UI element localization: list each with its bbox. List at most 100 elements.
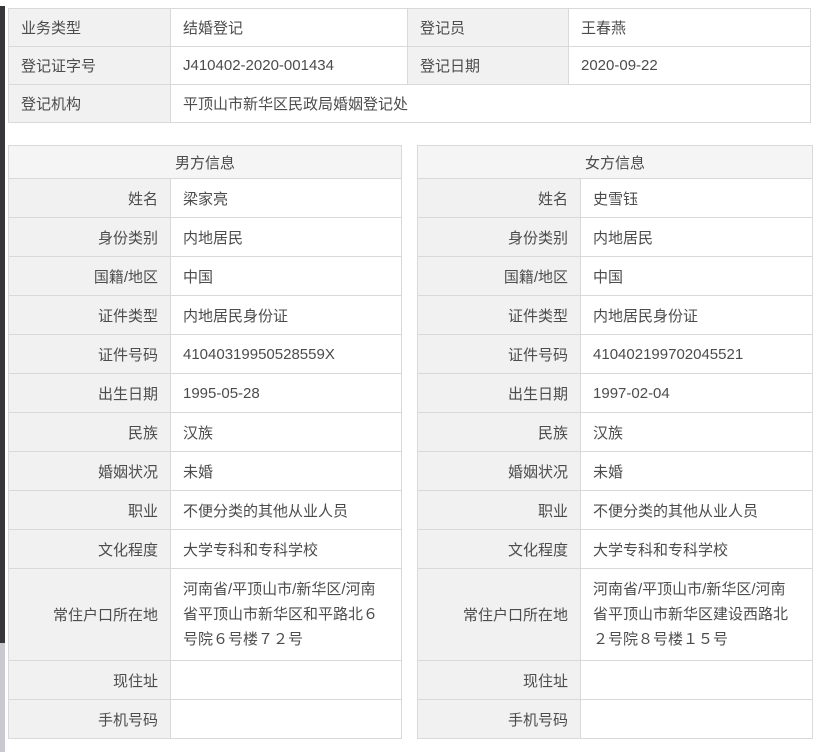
occupation-label: 职业: [417, 490, 582, 530]
birth-date-label: 出生日期: [8, 373, 171, 413]
marital-status-label: 婚姻状况: [8, 451, 171, 491]
id-type-label: 证件类型: [8, 295, 171, 335]
identity-category-label: 身份类别: [417, 217, 582, 257]
education-value: 大学专科和专科学校: [580, 529, 814, 569]
id-number-value: 41040319950528559X: [169, 334, 403, 374]
table-row: 职业 不便分类的其他从业人员: [8, 490, 403, 530]
table-row: 民族 汉族: [417, 412, 814, 452]
business-type-value: 结婚登记: [170, 8, 408, 47]
identity-category-value: 内地居民: [580, 217, 814, 257]
birth-date-value: 1995-05-28: [169, 373, 403, 413]
table-row: 女方信息: [417, 145, 814, 179]
education-value: 大学专科和专科学校: [169, 529, 403, 569]
education-label: 文化程度: [8, 529, 171, 569]
marital-status-label: 婚姻状况: [417, 451, 582, 491]
registration-record-page: 业务类型 结婚登记 登记员 王春燕 登记证字号 J410402-2020-001…: [7, 8, 814, 739]
household-address-value: 河南省/平顶山市/新华区/河南省平顶山市新华区和平路北６号院６号楼７２号: [169, 568, 403, 661]
table-row: 国籍/地区 中国: [417, 256, 814, 296]
table-row: 常住户口所在地 河南省/平顶山市/新华区/河南省平顶山市新华区建设西路北２号院８…: [417, 568, 814, 661]
occupation-label: 职业: [8, 490, 171, 530]
table-row: 身份类别 内地居民: [417, 217, 814, 257]
mobile-number-label: 手机号码: [417, 699, 582, 739]
table-row: 文化程度 大学专科和专科学校: [417, 529, 814, 569]
registrar-label: 登记员: [407, 8, 569, 47]
current-address-label: 现住址: [8, 660, 171, 700]
id-type-value: 内地居民身份证: [169, 295, 403, 335]
name-label: 姓名: [417, 178, 582, 218]
household-address-value: 河南省/平顶山市/新华区/河南省平顶山市新华区建设西路北２号院８号楼１５号: [580, 568, 814, 661]
name-label: 姓名: [8, 178, 171, 218]
registration-authority-value: 平顶山市新华区民政局婚姻登记处: [170, 84, 811, 123]
household-address-label: 常住户口所在地: [417, 568, 582, 661]
education-label: 文化程度: [417, 529, 582, 569]
table-row: 出生日期 1997-02-04: [417, 373, 814, 413]
identity-category-label: 身份类别: [8, 217, 171, 257]
table-row: 姓名 史雪钰: [417, 178, 814, 218]
name-value: 史雪钰: [580, 178, 814, 218]
id-number-value: 410402199702045521: [580, 334, 814, 374]
identity-category-value: 内地居民: [169, 217, 403, 257]
current-address-value: [169, 660, 403, 700]
mobile-number-value: [580, 699, 814, 739]
table-row: 证件号码 41040319950528559X: [8, 334, 403, 374]
occupation-value: 不便分类的其他从业人员: [169, 490, 403, 530]
nationality-label: 国籍/地区: [8, 256, 171, 296]
female-info-header: 女方信息: [417, 145, 814, 179]
table-row: 证件号码 410402199702045521: [417, 334, 814, 374]
table-row: 男方信息: [7, 145, 403, 179]
table-row: 姓名 梁家亮: [8, 178, 403, 218]
table-row: 证件类型 内地居民身份证: [417, 295, 814, 335]
birth-date-value: 1997-02-04: [580, 373, 814, 413]
id-type-value: 内地居民身份证: [580, 295, 814, 335]
table-row: 身份类别 内地居民: [8, 217, 403, 257]
table-row: 现住址: [417, 660, 814, 700]
female-info-table: 女方信息 姓名 史雪钰 身份类别 内地居民 国籍/地区 中国 证件类型 内地居民…: [417, 145, 814, 739]
ethnicity-label: 民族: [8, 412, 171, 452]
table-row: 证件类型 内地居民身份证: [8, 295, 403, 335]
registration-summary-table: 业务类型 结婚登记 登记员 王春燕 登记证字号 J410402-2020-001…: [8, 8, 811, 123]
table-row: 职业 不便分类的其他从业人员: [417, 490, 814, 530]
certificate-number-label: 登记证字号: [8, 46, 171, 85]
table-row: 手机号码: [417, 699, 814, 739]
table-row: 民族 汉族: [8, 412, 403, 452]
marital-status-value: 未婚: [580, 451, 814, 491]
household-address-label: 常住户口所在地: [8, 568, 171, 661]
current-address-value: [580, 660, 814, 700]
registration-date-label: 登记日期: [407, 46, 569, 85]
left-edge-strip-dark: [0, 6, 5, 643]
mobile-number-value: [169, 699, 403, 739]
table-row: 登记机构 平顶山市新华区民政局婚姻登记处: [8, 84, 811, 123]
table-row: 出生日期 1995-05-28: [8, 373, 403, 413]
table-row: 登记证字号 J410402-2020-001434 登记日期 2020-09-2…: [8, 46, 811, 85]
male-info-table: 男方信息 姓名 梁家亮 身份类别 内地居民 国籍/地区 中国 证件类型 内地居民…: [7, 145, 403, 739]
table-row: 常住户口所在地 河南省/平顶山市/新华区/河南省平顶山市新华区和平路北６号院６号…: [8, 568, 403, 661]
male-info-header: 男方信息: [7, 145, 403, 179]
table-row: 手机号码: [8, 699, 403, 739]
table-row: 婚姻状况 未婚: [8, 451, 403, 491]
table-row: 婚姻状况 未婚: [417, 451, 814, 491]
certificate-number-value: J410402-2020-001434: [170, 46, 408, 85]
registration-authority-label: 登记机构: [8, 84, 171, 123]
marital-status-value: 未婚: [169, 451, 403, 491]
nationality-value: 中国: [169, 256, 403, 296]
id-number-label: 证件号码: [417, 334, 582, 374]
current-address-label: 现住址: [417, 660, 582, 700]
id-number-label: 证件号码: [8, 334, 171, 374]
left-edge-strip-light: [0, 643, 5, 752]
ethnicity-value: 汉族: [580, 412, 814, 452]
id-type-label: 证件类型: [417, 295, 582, 335]
mobile-number-label: 手机号码: [8, 699, 171, 739]
nationality-value: 中国: [580, 256, 814, 296]
occupation-value: 不便分类的其他从业人员: [580, 490, 814, 530]
table-row: 现住址: [8, 660, 403, 700]
table-row: 文化程度 大学专科和专科学校: [8, 529, 403, 569]
registrar-value: 王春燕: [568, 8, 811, 47]
ethnicity-label: 民族: [417, 412, 582, 452]
registration-date-value: 2020-09-22: [568, 46, 811, 85]
parties-info-section: 男方信息 姓名 梁家亮 身份类别 内地居民 国籍/地区 中国 证件类型 内地居民…: [7, 145, 814, 739]
name-value: 梁家亮: [169, 178, 403, 218]
table-row: 业务类型 结婚登记 登记员 王春燕: [8, 8, 811, 47]
birth-date-label: 出生日期: [417, 373, 582, 413]
business-type-label: 业务类型: [8, 8, 171, 47]
table-row: 国籍/地区 中国: [8, 256, 403, 296]
